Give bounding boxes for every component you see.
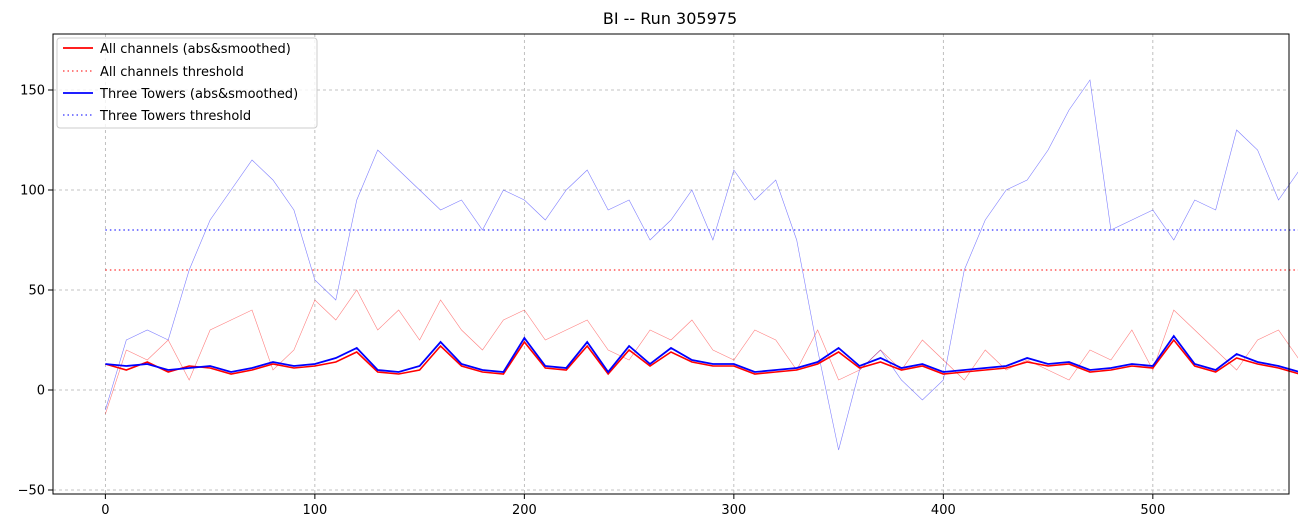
x-tick-label: 300 [721, 503, 746, 518]
x-tick-label: 500 [1140, 503, 1165, 518]
legend-box [56, 37, 318, 129]
x-tick-label: 200 [512, 503, 537, 518]
x-tick-label: 400 [931, 503, 956, 518]
legend-label-towers-threshold: Three Towers threshold [99, 109, 251, 124]
legend-label-all-threshold: All channels threshold [100, 65, 244, 80]
y-axis: −50 0 50 100 150 [18, 84, 53, 499]
x-tick-label: 100 [302, 503, 327, 518]
y-tick-label: 0 [37, 384, 45, 399]
plot-frame [52, 33, 1290, 495]
y-tick-label: −50 [18, 484, 45, 499]
legend: All channels (abs&smoothed) All channels… [56, 37, 318, 129]
series-all-channels-raw [105, 289, 1298, 415]
plot-content [105, 79, 1298, 451]
series-all-channels-smoothed [105, 338, 1298, 376]
series-three-towers-raw [105, 79, 1298, 451]
chart-title: BI -- Run 305975 [603, 9, 737, 28]
x-axis: 0 100 200 300 400 500 [101, 494, 1165, 518]
series-three-towers-smoothed [105, 334, 1298, 374]
y-tick-label: 100 [20, 184, 45, 199]
y-tick-label: 50 [28, 284, 45, 299]
x-tick-label: 0 [101, 503, 109, 518]
legend-label-all-smoothed: All channels (abs&smoothed) [100, 42, 291, 57]
legend-label-towers-smoothed: Three Towers (abs&smoothed) [99, 87, 298, 102]
y-tick-label: 150 [20, 84, 45, 99]
